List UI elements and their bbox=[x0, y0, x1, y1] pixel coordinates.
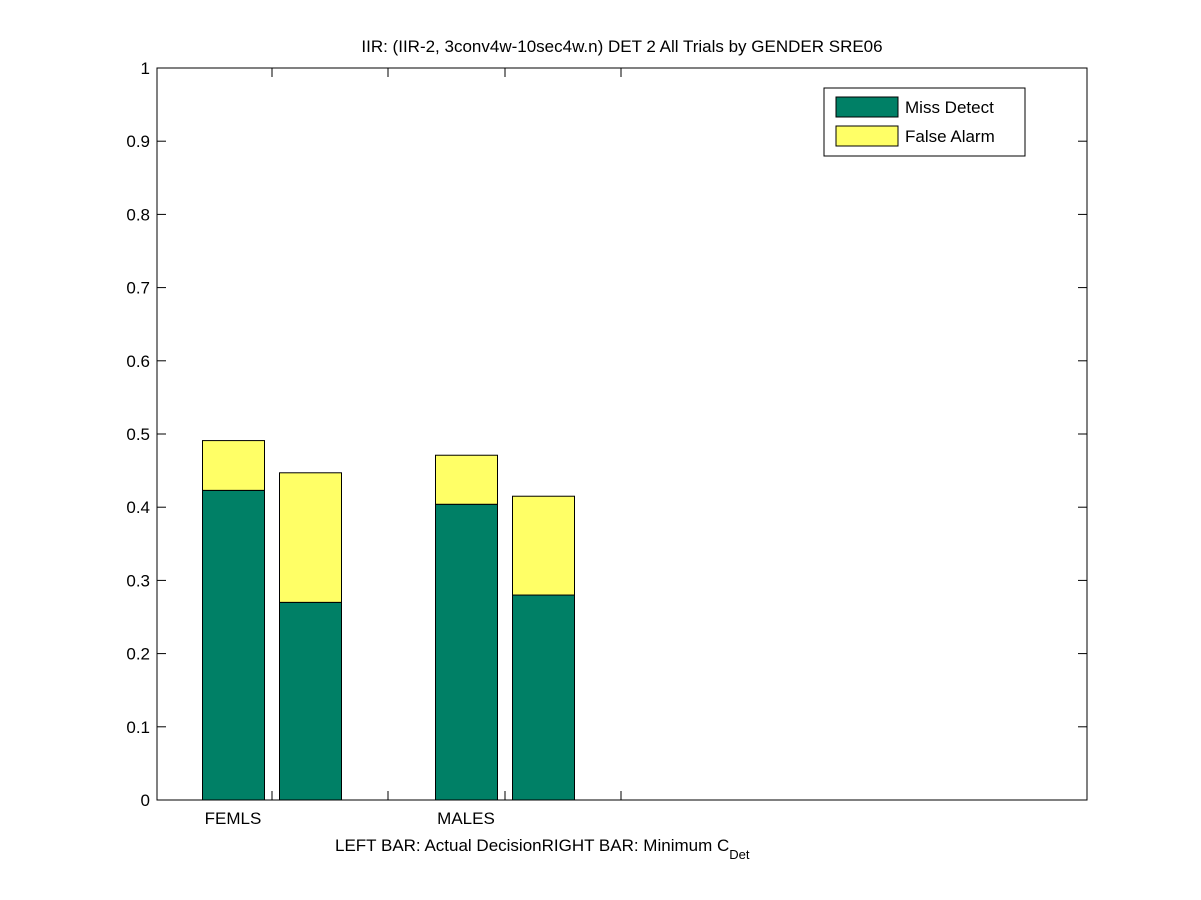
y-tick-label: 0.6 bbox=[126, 352, 150, 371]
y-tick-label: 0.2 bbox=[126, 645, 150, 664]
bar-femls-left-miss-detect bbox=[202, 489, 265, 801]
legend-swatch-false-alarm bbox=[835, 125, 899, 147]
bar-males-right-miss-detect bbox=[512, 594, 575, 801]
x-axis-tick-labels: FEMLS MALES bbox=[205, 809, 495, 828]
bar-males-left-false-alarm bbox=[435, 454, 498, 505]
y-tick-label: 0.7 bbox=[126, 279, 150, 298]
y-tick-label: 0.4 bbox=[126, 498, 150, 517]
y-axis-tick-labels: 0 0.1 0.2 0.3 0.4 0.5 0.6 0.7 0.8 0.9 1 bbox=[126, 59, 150, 810]
y-tick-label: 0.1 bbox=[126, 718, 150, 737]
y-tick-label: 0.3 bbox=[126, 571, 150, 590]
x-axis-label-right: RIGHT BAR: Minimum C bbox=[542, 836, 730, 855]
x-axis-label-left: LEFT BAR: Actual Decision bbox=[335, 836, 542, 855]
chart-title: IIR: (IIR-2, 3conv4w-10sec4w.n) DET 2 Al… bbox=[361, 37, 882, 56]
x-axis-label: LEFT BAR: Actual DecisionRIGHT BAR: Mini… bbox=[335, 836, 750, 862]
bar-femls-left-false-alarm bbox=[202, 440, 265, 491]
x-axis-label-subscript: Det bbox=[729, 847, 750, 862]
x-tick-label-femls: FEMLS bbox=[205, 809, 262, 828]
y-tick-label: 0.5 bbox=[126, 425, 150, 444]
y-tick-label: 0.8 bbox=[126, 205, 150, 224]
bar-femls-right-false-alarm bbox=[279, 472, 342, 603]
legend-label-miss-detect: Miss Detect bbox=[905, 98, 994, 117]
axis-ticks bbox=[157, 67, 1087, 801]
bar-males-left-miss-detect bbox=[435, 503, 498, 801]
y-tick-label: 1 bbox=[141, 59, 150, 78]
bar-femls-right-miss-detect bbox=[279, 601, 342, 801]
y-tick-label: 0.9 bbox=[126, 132, 150, 151]
bar-males-right-false-alarm bbox=[512, 495, 575, 596]
legend: Miss Detect False Alarm bbox=[823, 87, 1026, 157]
bars bbox=[202, 440, 575, 801]
y-tick-label: 0 bbox=[141, 791, 150, 810]
legend-swatch-miss-detect bbox=[835, 96, 899, 118]
legend-label-false-alarm: False Alarm bbox=[905, 127, 995, 146]
x-tick-label-males: MALES bbox=[437, 809, 495, 828]
